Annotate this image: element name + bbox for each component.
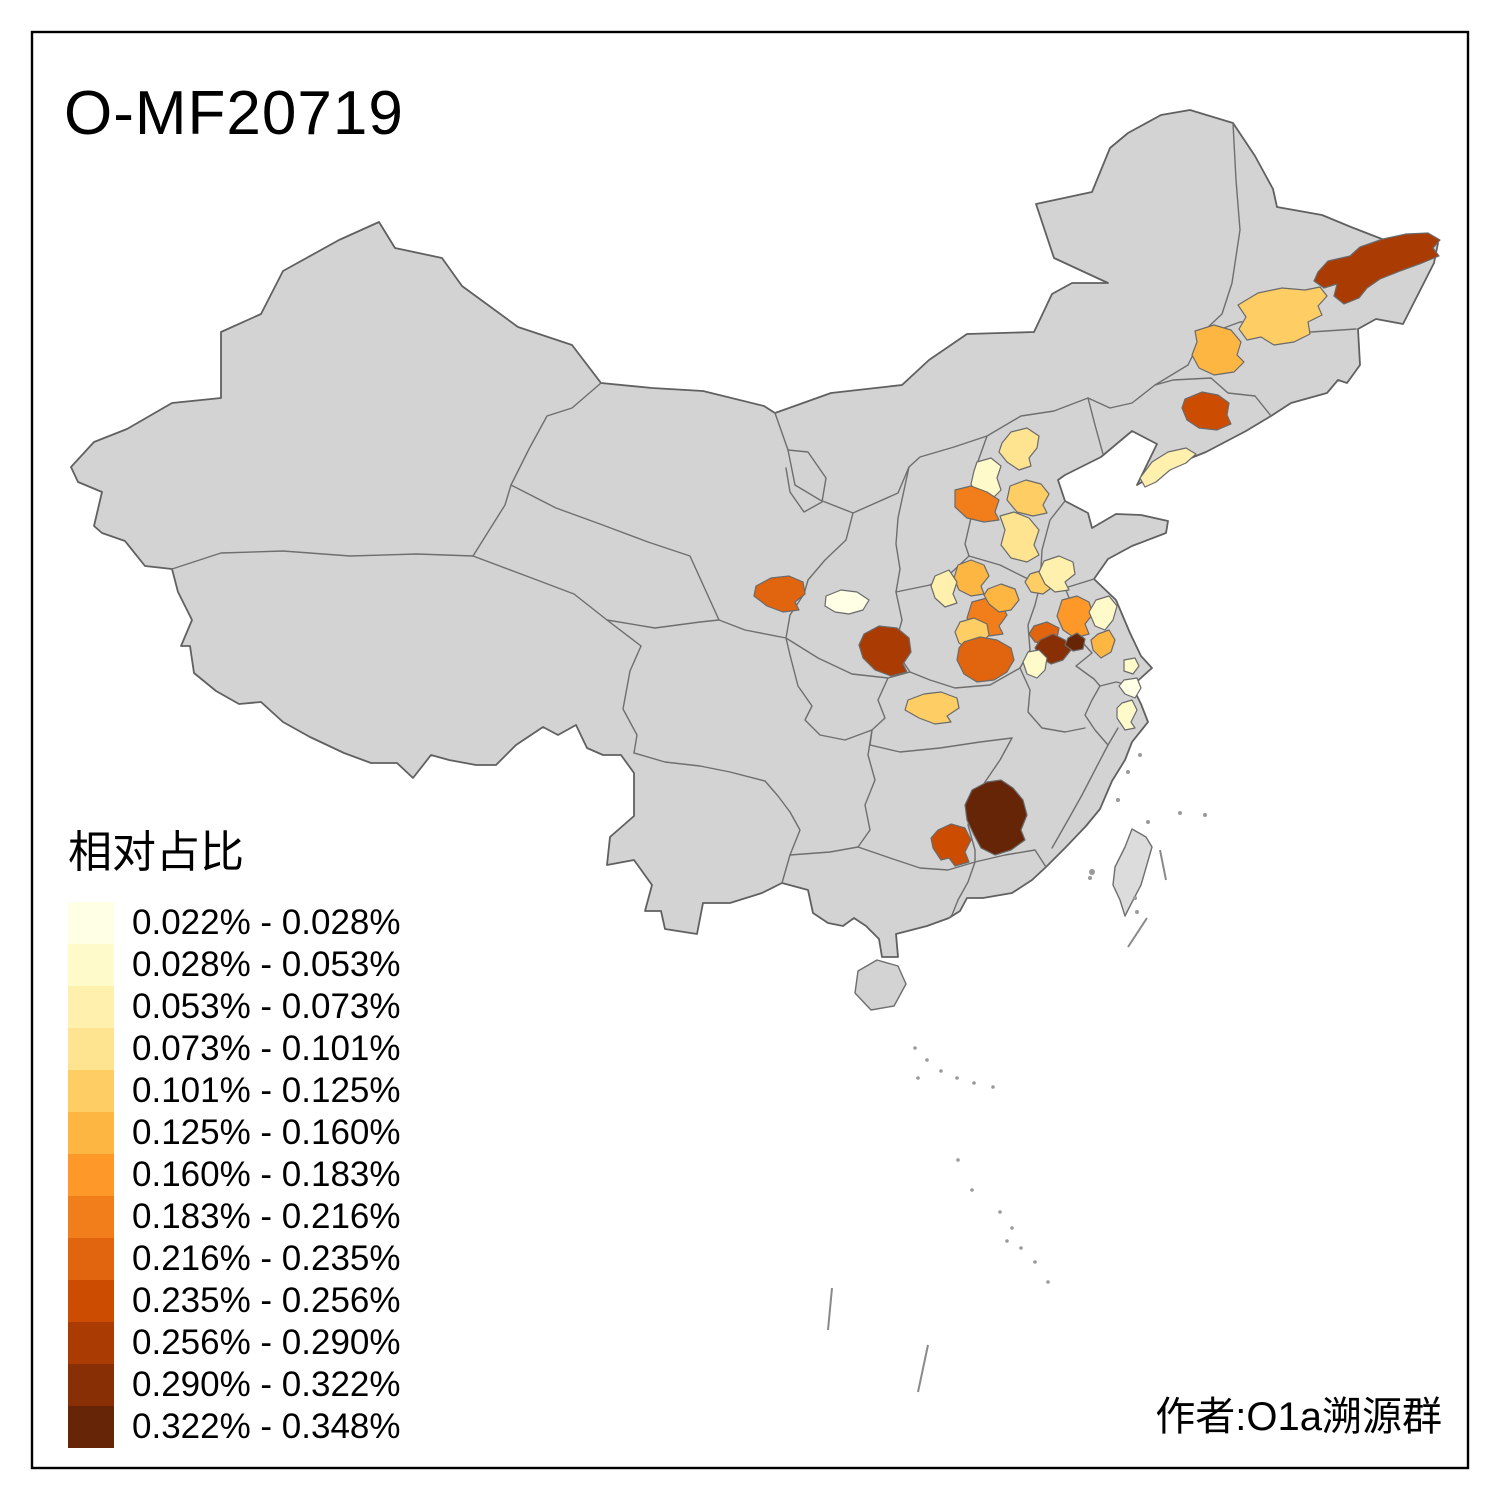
- legend-label: 0.125% - 0.160%: [132, 1113, 401, 1152]
- legend-title: 相对占比: [68, 828, 244, 877]
- legend-swatch: [68, 1280, 114, 1322]
- prefecture-region: [1038, 555, 1076, 593]
- legend-swatch: [68, 944, 114, 986]
- legend-row: 0.160% - 0.183%: [68, 1154, 488, 1196]
- map-legend: 相对占比 0.022% - 0.028% 0.028% - 0.053% 0.053…: [68, 816, 488, 1448]
- legend-swatch: [68, 1322, 114, 1364]
- prefecture-region: [824, 589, 870, 615]
- legend-swatch: [68, 1070, 114, 1112]
- legend-row: 0.028% - 0.053%: [68, 944, 488, 986]
- legend-label: 0.073% - 0.101%: [132, 1029, 401, 1068]
- prefecture-region: [1064, 632, 1086, 652]
- prefecture-region: [956, 636, 1015, 683]
- legend-row: 0.183% - 0.216%: [68, 1196, 488, 1238]
- legend-label: 0.101% - 0.125%: [132, 1071, 401, 1110]
- prefecture-region: [983, 583, 1020, 613]
- prefecture-region: [753, 575, 806, 613]
- prefecture-region: [1191, 324, 1245, 376]
- prefecture-region: [1090, 629, 1116, 659]
- attribution-text: 作者:O1a溯源群: [1155, 1395, 1442, 1439]
- legend-row: 0.216% - 0.235%: [68, 1238, 488, 1280]
- south-china-sea-islands: [827, 849, 1167, 1393]
- coastal-islets: [1088, 753, 1207, 914]
- legend-row: 0.235% - 0.256%: [68, 1280, 488, 1322]
- legend-swatch: [68, 1028, 114, 1070]
- plot-frame: [30, 30, 1470, 1470]
- prefecture-region: [954, 485, 1000, 523]
- prefecture-region: [1088, 595, 1118, 631]
- legend-swatch: [68, 1238, 114, 1280]
- prefecture-region: [999, 511, 1040, 563]
- prefecture-region: [1006, 479, 1050, 517]
- legend-swatch: [68, 1112, 114, 1154]
- legend-label: 0.256% - 0.290%: [132, 1323, 401, 1362]
- prefecture-region: [1313, 232, 1441, 305]
- prefecture-region: [1118, 677, 1142, 699]
- legend-row: 0.290% - 0.322%: [68, 1364, 488, 1406]
- colored-prefectures: [753, 232, 1441, 867]
- legend-label: 0.290% - 0.322%: [132, 1365, 401, 1404]
- prefecture-region: [998, 427, 1040, 471]
- legend-swatch: [68, 1406, 114, 1448]
- prefecture-region: [1139, 447, 1197, 488]
- prefecture-region: [1116, 699, 1138, 731]
- legend-swatch: [68, 1196, 114, 1238]
- legend-swatch: [68, 986, 114, 1028]
- taiwan-island: [1112, 828, 1153, 917]
- legend-label: 0.160% - 0.183%: [132, 1155, 401, 1194]
- legend-swatch: [68, 1364, 114, 1406]
- prefecture-region: [964, 779, 1028, 856]
- legend-label: 0.183% - 0.216%: [132, 1197, 401, 1236]
- prefecture-region: [1181, 391, 1232, 431]
- prefecture-region: [1237, 286, 1328, 346]
- legend-row: 0.101% - 0.125%: [68, 1070, 488, 1112]
- legend-label: 0.216% - 0.235%: [132, 1239, 401, 1278]
- legend-row: 0.256% - 0.290%: [68, 1322, 488, 1364]
- legend-label: 0.028% - 0.053%: [132, 945, 401, 984]
- legend-label: 0.322% - 0.348%: [132, 1407, 401, 1446]
- page-title: O-MF20719: [64, 79, 404, 148]
- prefecture-region: [1056, 595, 1094, 639]
- china-mainland-outline: [70, 109, 1439, 958]
- legend-rows: 0.022% - 0.028% 0.028% - 0.053% 0.053% - 0…: [68, 902, 488, 1448]
- prefecture-region: [858, 625, 912, 677]
- province-borders: [171, 122, 1357, 919]
- prefecture-region: [1022, 649, 1048, 679]
- legend-label: 0.053% - 0.073%: [132, 987, 401, 1026]
- prefecture-region: [930, 569, 958, 608]
- legend-row: 0.322% - 0.348%: [68, 1406, 488, 1448]
- hainan-island: [854, 959, 907, 1011]
- legend-row: 0.073% - 0.101%: [68, 1028, 488, 1070]
- legend-row: 0.053% - 0.073%: [68, 986, 488, 1028]
- legend-row: 0.022% - 0.028%: [68, 902, 488, 944]
- legend-label: 0.022% - 0.028%: [132, 903, 401, 942]
- legend-row: 0.125% - 0.160%: [68, 1112, 488, 1154]
- prefecture-region: [930, 823, 972, 867]
- prefecture-region: [904, 691, 960, 725]
- legend-swatch: [68, 902, 114, 944]
- legend-label: 0.235% - 0.256%: [132, 1281, 401, 1320]
- prefecture-region: [1123, 657, 1140, 675]
- legend-swatch: [68, 1154, 114, 1196]
